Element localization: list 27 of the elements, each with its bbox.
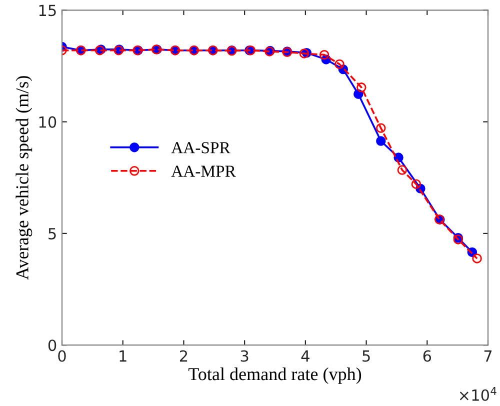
legend-label: AA-MPR [171,166,236,177]
point [319,50,330,60]
legend-label: AA-SPR [171,142,230,154]
y-axis-title: Average vehicle speed (m/s) [16,76,32,280]
x-axis-title: Total demand rate (vph) [188,368,362,384]
x-tick-label: 5 [362,350,370,362]
y-tick-label: 0 [48,340,56,352]
point [334,59,344,70]
point [472,254,482,264]
point [376,136,386,146]
y-tick-label: 5 [48,228,56,240]
x-tick-label: 1 [120,350,126,362]
y-tick-label: 10 [39,116,56,128]
point [354,89,364,99]
x-tick-label: 0 [58,350,66,362]
x-tick-label: 7 [484,350,492,362]
point [376,123,386,133]
x-tick-label: 2 [180,350,188,362]
x-tick-label: 3 [240,350,248,362]
text: ×10$^{4}$ [460,387,496,401]
point [299,48,310,58]
y-tick-label: 15 [39,4,56,16]
x-tick-label: 6 [423,350,432,362]
x-tick-label: 4 [301,350,310,362]
point [411,179,422,189]
point [397,165,408,175]
point [356,82,366,92]
